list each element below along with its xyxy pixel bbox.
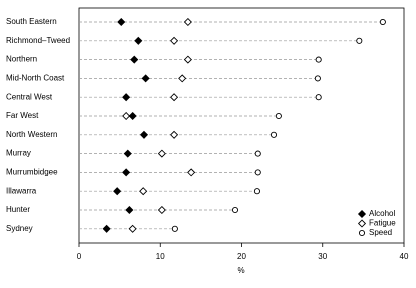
dot <box>270 131 278 138</box>
legend-label: Speed <box>369 228 392 237</box>
dot <box>170 36 179 45</box>
legend-label: Alcohol <box>369 209 395 218</box>
dot <box>254 169 261 176</box>
dot <box>113 187 122 196</box>
y-tick-label: Sydney <box>6 224 33 233</box>
dot <box>123 149 132 158</box>
x-tick-label: 30 <box>318 252 327 261</box>
dot <box>314 75 321 82</box>
dot <box>275 112 282 120</box>
dot <box>187 168 196 177</box>
y-tick-label: South Eastern <box>6 17 57 26</box>
dot <box>170 130 179 139</box>
x-axis-label: % <box>237 266 244 275</box>
x-tick-label: 40 <box>400 252 409 261</box>
y-tick-label: North Western <box>6 130 57 139</box>
dot <box>134 36 143 45</box>
y-tick-label: Mid-North Coast <box>6 74 65 83</box>
dot <box>130 55 139 64</box>
y-tick-label: Illawarra <box>6 186 37 195</box>
dot <box>157 205 166 215</box>
y-tick-label: Murrumbidgee <box>6 168 58 177</box>
dot <box>128 224 137 233</box>
dot <box>170 93 179 102</box>
legend-marker <box>357 219 367 228</box>
dot <box>122 111 131 121</box>
legend-label: Fatigue <box>369 219 396 228</box>
dot <box>178 74 187 83</box>
dot <box>102 224 111 233</box>
dot <box>231 206 239 214</box>
y-tick-label: Richmond–Tweed <box>6 36 70 45</box>
dot <box>139 187 148 196</box>
dot <box>253 188 260 195</box>
dot <box>139 130 149 139</box>
y-tick-label: Murray <box>6 149 31 158</box>
dot <box>128 111 137 121</box>
dot <box>122 93 131 102</box>
dot <box>315 56 322 63</box>
dot <box>183 17 192 27</box>
legend-marker <box>357 209 367 219</box>
x-tick-label: 10 <box>156 252 165 261</box>
dot <box>254 150 261 157</box>
x-tick-label: 20 <box>237 252 246 261</box>
y-tick-label: Northern <box>6 55 37 64</box>
y-tick-label: Central West <box>6 92 53 101</box>
dot <box>171 225 178 232</box>
dot <box>125 205 134 215</box>
dot <box>122 168 131 177</box>
dot <box>183 55 192 64</box>
legend-marker <box>358 229 366 237</box>
dot <box>141 74 150 83</box>
x-tick-label: 0 <box>77 252 82 261</box>
dot <box>379 18 386 26</box>
dot <box>157 149 166 158</box>
y-tick-label: Hunter <box>6 205 30 214</box>
dot <box>315 94 322 101</box>
dot <box>356 37 363 44</box>
dot <box>117 17 126 27</box>
y-tick-label: Far West <box>6 111 39 120</box>
